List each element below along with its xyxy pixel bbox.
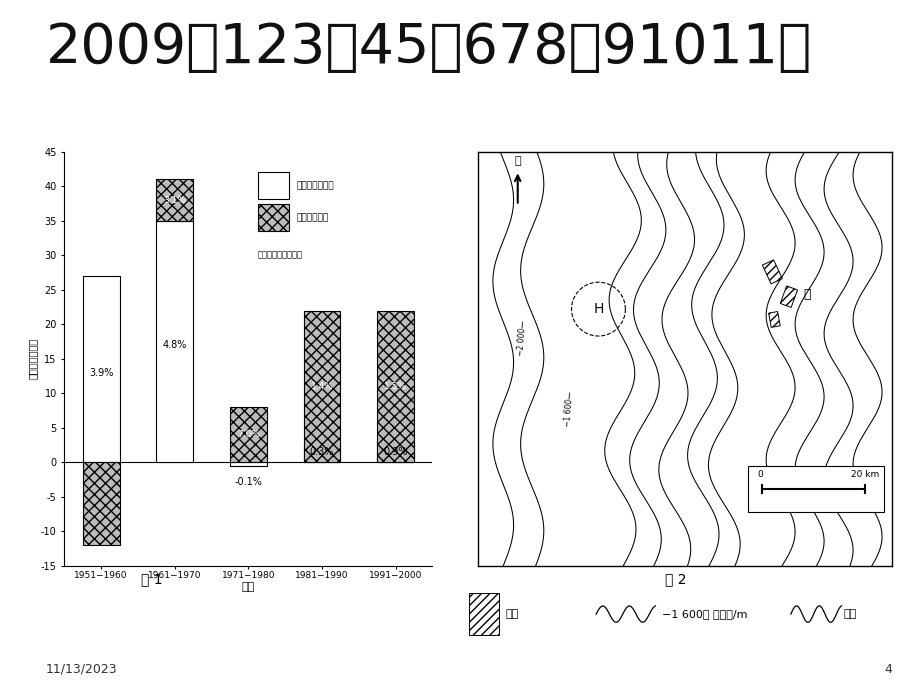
Bar xyxy=(303,442,340,462)
Text: 北: 北 xyxy=(514,157,520,166)
Text: 4: 4 xyxy=(883,663,891,676)
Bar xyxy=(768,312,779,327)
Bar xyxy=(303,310,340,462)
Text: 净迁入人口数: 净迁入人口数 xyxy=(296,213,328,222)
X-axis label: 时段: 时段 xyxy=(242,582,255,592)
Text: 百分比数字为增长率: 百分比数字为增长率 xyxy=(257,250,302,259)
Text: 3.1%: 3.1% xyxy=(164,195,187,205)
Bar xyxy=(83,462,119,545)
Text: 20 km: 20 km xyxy=(850,470,879,479)
Text: -0.1%: -0.1% xyxy=(234,477,262,486)
Bar xyxy=(257,172,289,199)
Text: 自然增长人口数: 自然增长人口数 xyxy=(296,181,334,190)
Text: 图 2: 图 2 xyxy=(664,572,686,586)
Text: 7.0%: 7.0% xyxy=(237,430,260,440)
Bar xyxy=(257,204,289,231)
Text: 甲: 甲 xyxy=(802,288,810,301)
Bar xyxy=(83,276,119,462)
Text: 0.9%: 0.9% xyxy=(383,447,407,457)
Text: −1 600—: −1 600— xyxy=(562,391,575,426)
Text: −2 000—: −2 000— xyxy=(516,320,528,356)
Bar xyxy=(469,593,498,635)
Text: H: H xyxy=(593,302,603,316)
Text: 河流: 河流 xyxy=(843,609,857,619)
Y-axis label: 人口增长数／万: 人口增长数／万 xyxy=(28,338,38,380)
Bar xyxy=(762,260,781,284)
Text: 4.8%: 4.8% xyxy=(163,340,187,350)
Text: 0: 0 xyxy=(756,470,762,479)
Bar xyxy=(230,407,267,462)
Text: 2009（123，45，678，91011）: 2009（123，45，678，91011） xyxy=(46,21,811,75)
Bar xyxy=(230,462,267,466)
Text: −1 600～ 等高线/m: −1 600～ 等高线/m xyxy=(661,609,746,619)
Bar xyxy=(156,221,193,462)
Text: 图 1: 图 1 xyxy=(141,572,163,586)
Bar xyxy=(156,179,193,221)
Bar xyxy=(747,466,883,512)
Text: 0.3%: 0.3% xyxy=(310,447,334,457)
Text: 11/13/2023: 11/13/2023 xyxy=(46,663,118,676)
Text: 聚落: 聚落 xyxy=(505,609,518,619)
Bar xyxy=(779,286,797,308)
Bar xyxy=(377,310,414,462)
Text: 1.4%: 1.4% xyxy=(311,382,333,391)
Bar xyxy=(377,442,414,462)
Text: 3.9%: 3.9% xyxy=(89,368,113,377)
Text: 1.5%: 1.5% xyxy=(384,382,407,391)
